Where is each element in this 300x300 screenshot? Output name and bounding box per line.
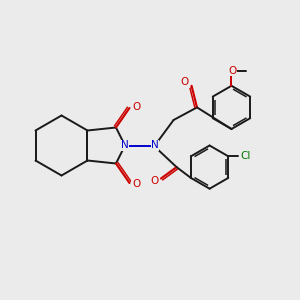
Text: O: O	[181, 77, 189, 87]
Text: Cl: Cl	[240, 151, 250, 161]
Text: O: O	[228, 66, 236, 76]
Text: O: O	[132, 179, 140, 190]
Text: O: O	[150, 176, 158, 187]
Text: O: O	[132, 101, 140, 112]
Text: N: N	[151, 140, 159, 151]
Text: N: N	[121, 140, 129, 151]
